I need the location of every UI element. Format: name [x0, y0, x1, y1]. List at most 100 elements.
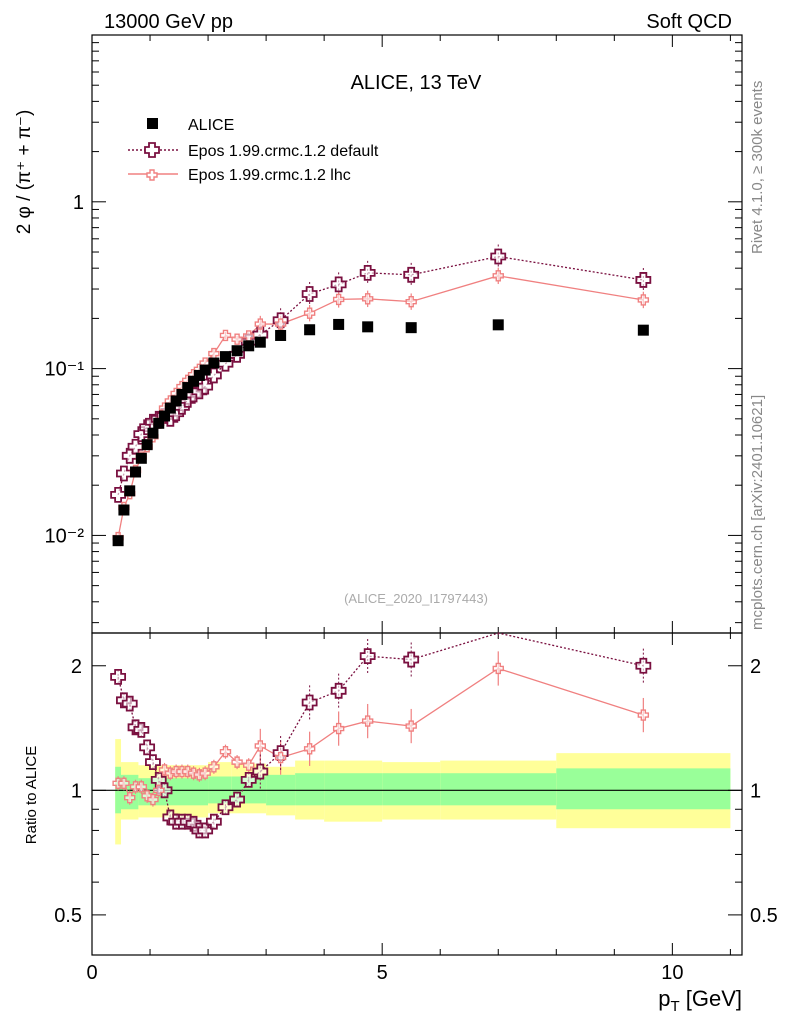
data-point-alice [243, 340, 255, 352]
ratio-point-lhc [303, 743, 316, 755]
ratio-point-default [359, 648, 376, 665]
data-point-default [490, 248, 507, 265]
data-point-alice [333, 318, 345, 330]
data-point-alice [188, 375, 200, 387]
ratio-point-lhc [182, 765, 194, 778]
ratio-band-inner [556, 768, 731, 810]
x-tick-label: 10 [661, 962, 683, 984]
data-point-default [635, 272, 652, 288]
ratio-y-tick-label: 2 [71, 656, 82, 678]
chart-title: ALICE, 13 TeV [351, 72, 482, 94]
y-tick-label: 10⁻² [45, 525, 85, 547]
header-left: 13000 GeV pp [104, 11, 233, 33]
legend: ALICE Epos 1.99.crmc.1.2 default Epos 1.… [128, 117, 379, 184]
data-point-alice [153, 417, 165, 429]
data-point-alice [182, 382, 194, 394]
ratio-plot-frame [91, 632, 743, 956]
analysis-tag: (ALICE_2020_I1797443) [344, 591, 488, 606]
ratio-band-inner [324, 773, 383, 806]
ratio-point-lhc [361, 715, 374, 727]
data-point-lhc [254, 318, 267, 330]
data-point-alice [130, 466, 142, 478]
data-point-alice [208, 357, 220, 369]
ratio-point-lhc [492, 662, 504, 675]
ratio-y-tick-label-right: 2 [750, 656, 761, 678]
data-point-alice [147, 427, 159, 439]
legend-label-lhc: Epos 1.99.crmc.1.2 lhc [188, 167, 351, 184]
ratio-point-lhc [199, 767, 211, 779]
ratio-point-default [145, 754, 161, 771]
ratio-point-default [110, 668, 127, 685]
legend-label-default: Epos 1.99.crmc.1.2 default [188, 143, 379, 160]
data-point-alice [170, 395, 182, 407]
ratio-point-default [139, 739, 156, 756]
data-point-default [330, 276, 347, 293]
ratio-y-tick-label-right: 0.5 [750, 905, 778, 927]
data-point-lhc [303, 307, 316, 319]
ratio-point-lhc [637, 709, 650, 721]
data-point-alice [304, 324, 316, 336]
rivet-label: Rivet 4.1.0, ≥ 300k events [749, 81, 766, 254]
ratio-point-default [240, 771, 257, 788]
data-point-alice [254, 336, 266, 348]
ratio-point-default [635, 657, 652, 674]
y-axis-label: 2 φ / (π⁺ + π⁻) [14, 110, 35, 235]
data-point-alice [135, 452, 147, 464]
ratio-point-lhc [254, 740, 267, 752]
ratio-band-inner [382, 773, 441, 806]
ratio-y-tick-label: 1 [71, 780, 82, 802]
x-axis-label: pT [GeV] [658, 986, 742, 1015]
y-tick-label: 10⁻¹ [45, 359, 85, 381]
header-right: Soft QCD [646, 11, 732, 33]
ratio-point-lhc [219, 745, 232, 758]
series-line-lhc [117, 275, 644, 538]
ratio-line-default [117, 632, 644, 832]
y-tick-label: 1 [73, 192, 84, 214]
ratio-point-lhc [135, 781, 148, 793]
ratio-point-lhc [274, 751, 287, 764]
legend-marker-lhc [146, 169, 158, 181]
ratio-point-lhc [242, 759, 255, 771]
data-point-alice [405, 322, 417, 334]
ratio-point-default [403, 651, 420, 668]
data-point-alice [231, 345, 243, 357]
mcplots-label: mcplots.cern.ch [arXiv:2401.10621] [749, 395, 766, 630]
data-point-alice [164, 402, 176, 414]
data-point-default [301, 286, 318, 302]
data-point-default [110, 486, 127, 503]
ratio-point-lhc [208, 761, 220, 773]
data-point-lhc [492, 270, 504, 282]
data-point-alice [492, 319, 504, 331]
data-point-default [359, 264, 376, 281]
data-point-lhc [405, 295, 417, 308]
legend-marker-alice [147, 118, 158, 129]
ratio-point-default [252, 763, 269, 780]
data-point-lhc [361, 293, 374, 305]
ratio-point-lhc [147, 793, 159, 806]
data-point-alice [176, 388, 188, 400]
data-point-lhc [219, 329, 232, 342]
ratio-y-axis-label: Ratio to ALICE [23, 746, 40, 844]
data-point-alice [637, 324, 649, 336]
dynamic-layer: 0 5 10 10⁻² 10⁻¹ 1 0.5 0.5 1 1 2 2 [45, 34, 778, 984]
ratio-point-lhc [231, 756, 243, 768]
ratio-band-inner [440, 773, 557, 806]
data-point-alice [199, 364, 211, 376]
ratio-point-lhc [405, 720, 417, 732]
ratio-y-tick-label-right: 1 [750, 780, 761, 802]
x-tick-label: 5 [377, 962, 388, 984]
data-point-alice [141, 439, 153, 451]
data-point-alice [193, 369, 205, 381]
ratio-point-default [205, 813, 222, 830]
data-point-lhc [274, 318, 287, 330]
data-point-alice [362, 321, 374, 333]
ratio-y-tick-label: 0.5 [54, 905, 82, 927]
data-point-alice [275, 329, 287, 341]
data-point-lhc [637, 294, 650, 306]
data-point-lhc [231, 333, 243, 345]
ratio-point-lhc [118, 777, 130, 789]
ratio-point-lhc [187, 767, 200, 779]
legend-label-alice: ALICE [188, 117, 234, 134]
